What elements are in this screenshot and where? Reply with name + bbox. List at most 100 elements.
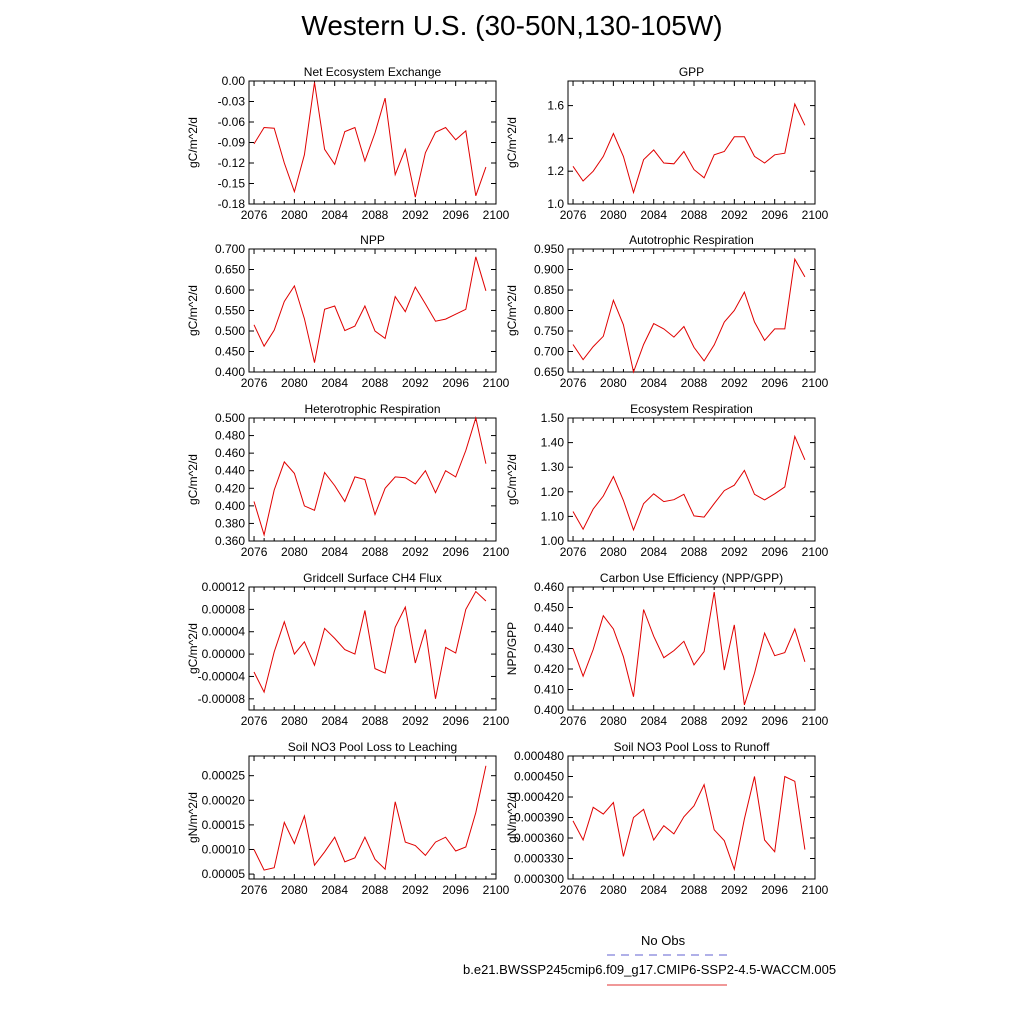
panel-title: Autotrophic Respiration bbox=[629, 233, 754, 247]
x-tick-label: 2080 bbox=[600, 883, 627, 897]
y-tick-label: 1.50 bbox=[541, 411, 565, 425]
panel-title: Gridcell Surface CH4 Flux bbox=[303, 571, 442, 585]
y-tick-label: 0.000330 bbox=[514, 852, 564, 866]
x-tick-label: 2088 bbox=[681, 376, 708, 390]
y-tick-label: 0.700 bbox=[215, 242, 245, 256]
y-tick-label: 0.000360 bbox=[514, 831, 564, 845]
y-tick-label: 0.700 bbox=[534, 345, 564, 359]
y-tick-label: -0.00008 bbox=[198, 692, 246, 706]
x-tick-label: 2084 bbox=[321, 714, 348, 728]
plot-frame bbox=[567, 417, 816, 542]
x-tick-label: 2076 bbox=[560, 883, 587, 897]
y-tick-label: 0.650 bbox=[534, 365, 564, 379]
y-tick-label: 0.440 bbox=[534, 621, 564, 635]
x-tick-label: 2096 bbox=[761, 208, 788, 222]
plot-frame bbox=[567, 586, 816, 711]
y-tick-label: 0.440 bbox=[215, 464, 245, 478]
plot-frame bbox=[248, 755, 497, 880]
x-tick-label: 2076 bbox=[560, 376, 587, 390]
y-tick-label: 0.500 bbox=[215, 411, 245, 425]
series-line bbox=[253, 590, 487, 699]
y-tick-label: 1.00 bbox=[541, 534, 565, 548]
x-tick-label: 2092 bbox=[402, 883, 429, 897]
y-tick-label: -0.15 bbox=[218, 177, 246, 191]
x-tick-label: 2076 bbox=[241, 545, 268, 559]
x-tick-label: 2092 bbox=[721, 376, 748, 390]
y-tick-label: -0.18 bbox=[218, 197, 246, 211]
x-tick-label: 2088 bbox=[362, 376, 389, 390]
y-tick-label: 1.10 bbox=[541, 509, 565, 523]
x-tick-label: 2084 bbox=[640, 208, 667, 222]
y-tick-label: 0.420 bbox=[215, 481, 245, 495]
y-tick-label: 0.460 bbox=[534, 580, 564, 594]
y-tick-label: 0.000420 bbox=[514, 790, 564, 804]
y-tick-label: 0.800 bbox=[534, 304, 564, 318]
x-tick-label: 2088 bbox=[681, 714, 708, 728]
y-tick-label: 0.360 bbox=[215, 534, 245, 548]
y-tick-label: 0.000300 bbox=[514, 872, 564, 886]
x-tick-label: 2088 bbox=[362, 714, 389, 728]
panel-title: Soil NO3 Pool Loss to Leaching bbox=[288, 740, 457, 754]
y-tick-label: 0.380 bbox=[215, 516, 245, 530]
x-tick-label: 2084 bbox=[640, 376, 667, 390]
x-tick-label: 2080 bbox=[281, 714, 308, 728]
series-line bbox=[572, 257, 806, 374]
x-tick-label: 2100 bbox=[483, 376, 510, 390]
x-tick-label: 2092 bbox=[721, 208, 748, 222]
chart-panel-1: GPP gC/m^2/d 1.0 1.2 1.4 1.6 2076 2080 2084 2088 2… bbox=[505, 65, 829, 222]
series-line bbox=[572, 102, 806, 195]
x-tick-label: 2084 bbox=[640, 883, 667, 897]
y-tick-label: 0.000480 bbox=[514, 749, 564, 763]
x-tick-label: 2100 bbox=[802, 883, 829, 897]
figure-title: Western U.S. (30-50N,130-105W) bbox=[301, 10, 723, 41]
y-tick-label: 0.750 bbox=[534, 324, 564, 338]
y-tick-label: 0.900 bbox=[534, 263, 564, 277]
plot-frame bbox=[567, 248, 816, 373]
x-tick-label: 2100 bbox=[802, 208, 829, 222]
x-tick-label: 2092 bbox=[402, 545, 429, 559]
y-axis-label: gC/m^2/d bbox=[505, 454, 519, 505]
y-axis-label: gC/m^2/d bbox=[505, 117, 519, 168]
y-tick-label: 0.480 bbox=[215, 429, 245, 443]
panel-title: Heterotrophic Respiration bbox=[304, 402, 440, 416]
y-tick-label: 0.460 bbox=[215, 446, 245, 460]
panel-title: Ecosystem Respiration bbox=[630, 402, 753, 416]
series-line bbox=[253, 256, 487, 363]
x-tick-label: 2084 bbox=[321, 376, 348, 390]
y-tick-label: 0.000390 bbox=[514, 811, 564, 825]
chart-panel-6: Gridcell Surface CH4 FluxgC/m^2/d-0.0000… bbox=[186, 571, 510, 728]
x-tick-label: 2096 bbox=[761, 883, 788, 897]
x-tick-label: 2076 bbox=[241, 714, 268, 728]
chart-panel-3: Autotrophic Respiration gC/m^2/d 0.650 0.70… bbox=[505, 233, 829, 390]
x-tick-label: 2080 bbox=[600, 376, 627, 390]
y-tick-label: -0.06 bbox=[218, 115, 246, 129]
y-tick-label: 0.00004 bbox=[202, 625, 246, 639]
y-tick-label: 1.20 bbox=[541, 485, 565, 499]
x-tick-label: 2080 bbox=[281, 376, 308, 390]
y-tick-label: 0.400 bbox=[215, 365, 245, 379]
series-line bbox=[253, 765, 487, 871]
y-tick-label: 0.950 bbox=[534, 242, 564, 256]
series-line bbox=[253, 416, 487, 537]
x-tick-label: 2084 bbox=[640, 714, 667, 728]
x-tick-label: 2096 bbox=[761, 376, 788, 390]
y-tick-label: 0.00008 bbox=[202, 602, 246, 616]
x-tick-label: 2100 bbox=[483, 714, 510, 728]
y-axis-label: gN/m^2/d bbox=[186, 792, 200, 843]
plot-frame bbox=[248, 586, 497, 711]
y-tick-label: 0.650 bbox=[215, 263, 245, 277]
y-tick-label: 0.410 bbox=[534, 683, 564, 697]
x-tick-label: 2096 bbox=[442, 208, 469, 222]
y-tick-label: 0.00005 bbox=[202, 867, 246, 881]
x-tick-label: 2076 bbox=[241, 376, 268, 390]
y-tick-label: 0.00000 bbox=[202, 647, 246, 661]
y-tick-label: 0.430 bbox=[534, 642, 564, 656]
y-tick-label: 0.00025 bbox=[202, 769, 246, 783]
y-tick-label: 0.550 bbox=[215, 304, 245, 318]
x-tick-label: 2100 bbox=[802, 714, 829, 728]
x-tick-label: 2096 bbox=[442, 545, 469, 559]
y-tick-label: 0.500 bbox=[215, 324, 245, 338]
panel-title: Soil NO3 Pool Loss to Runoff bbox=[614, 740, 771, 754]
y-tick-label: 1.4 bbox=[547, 131, 564, 145]
